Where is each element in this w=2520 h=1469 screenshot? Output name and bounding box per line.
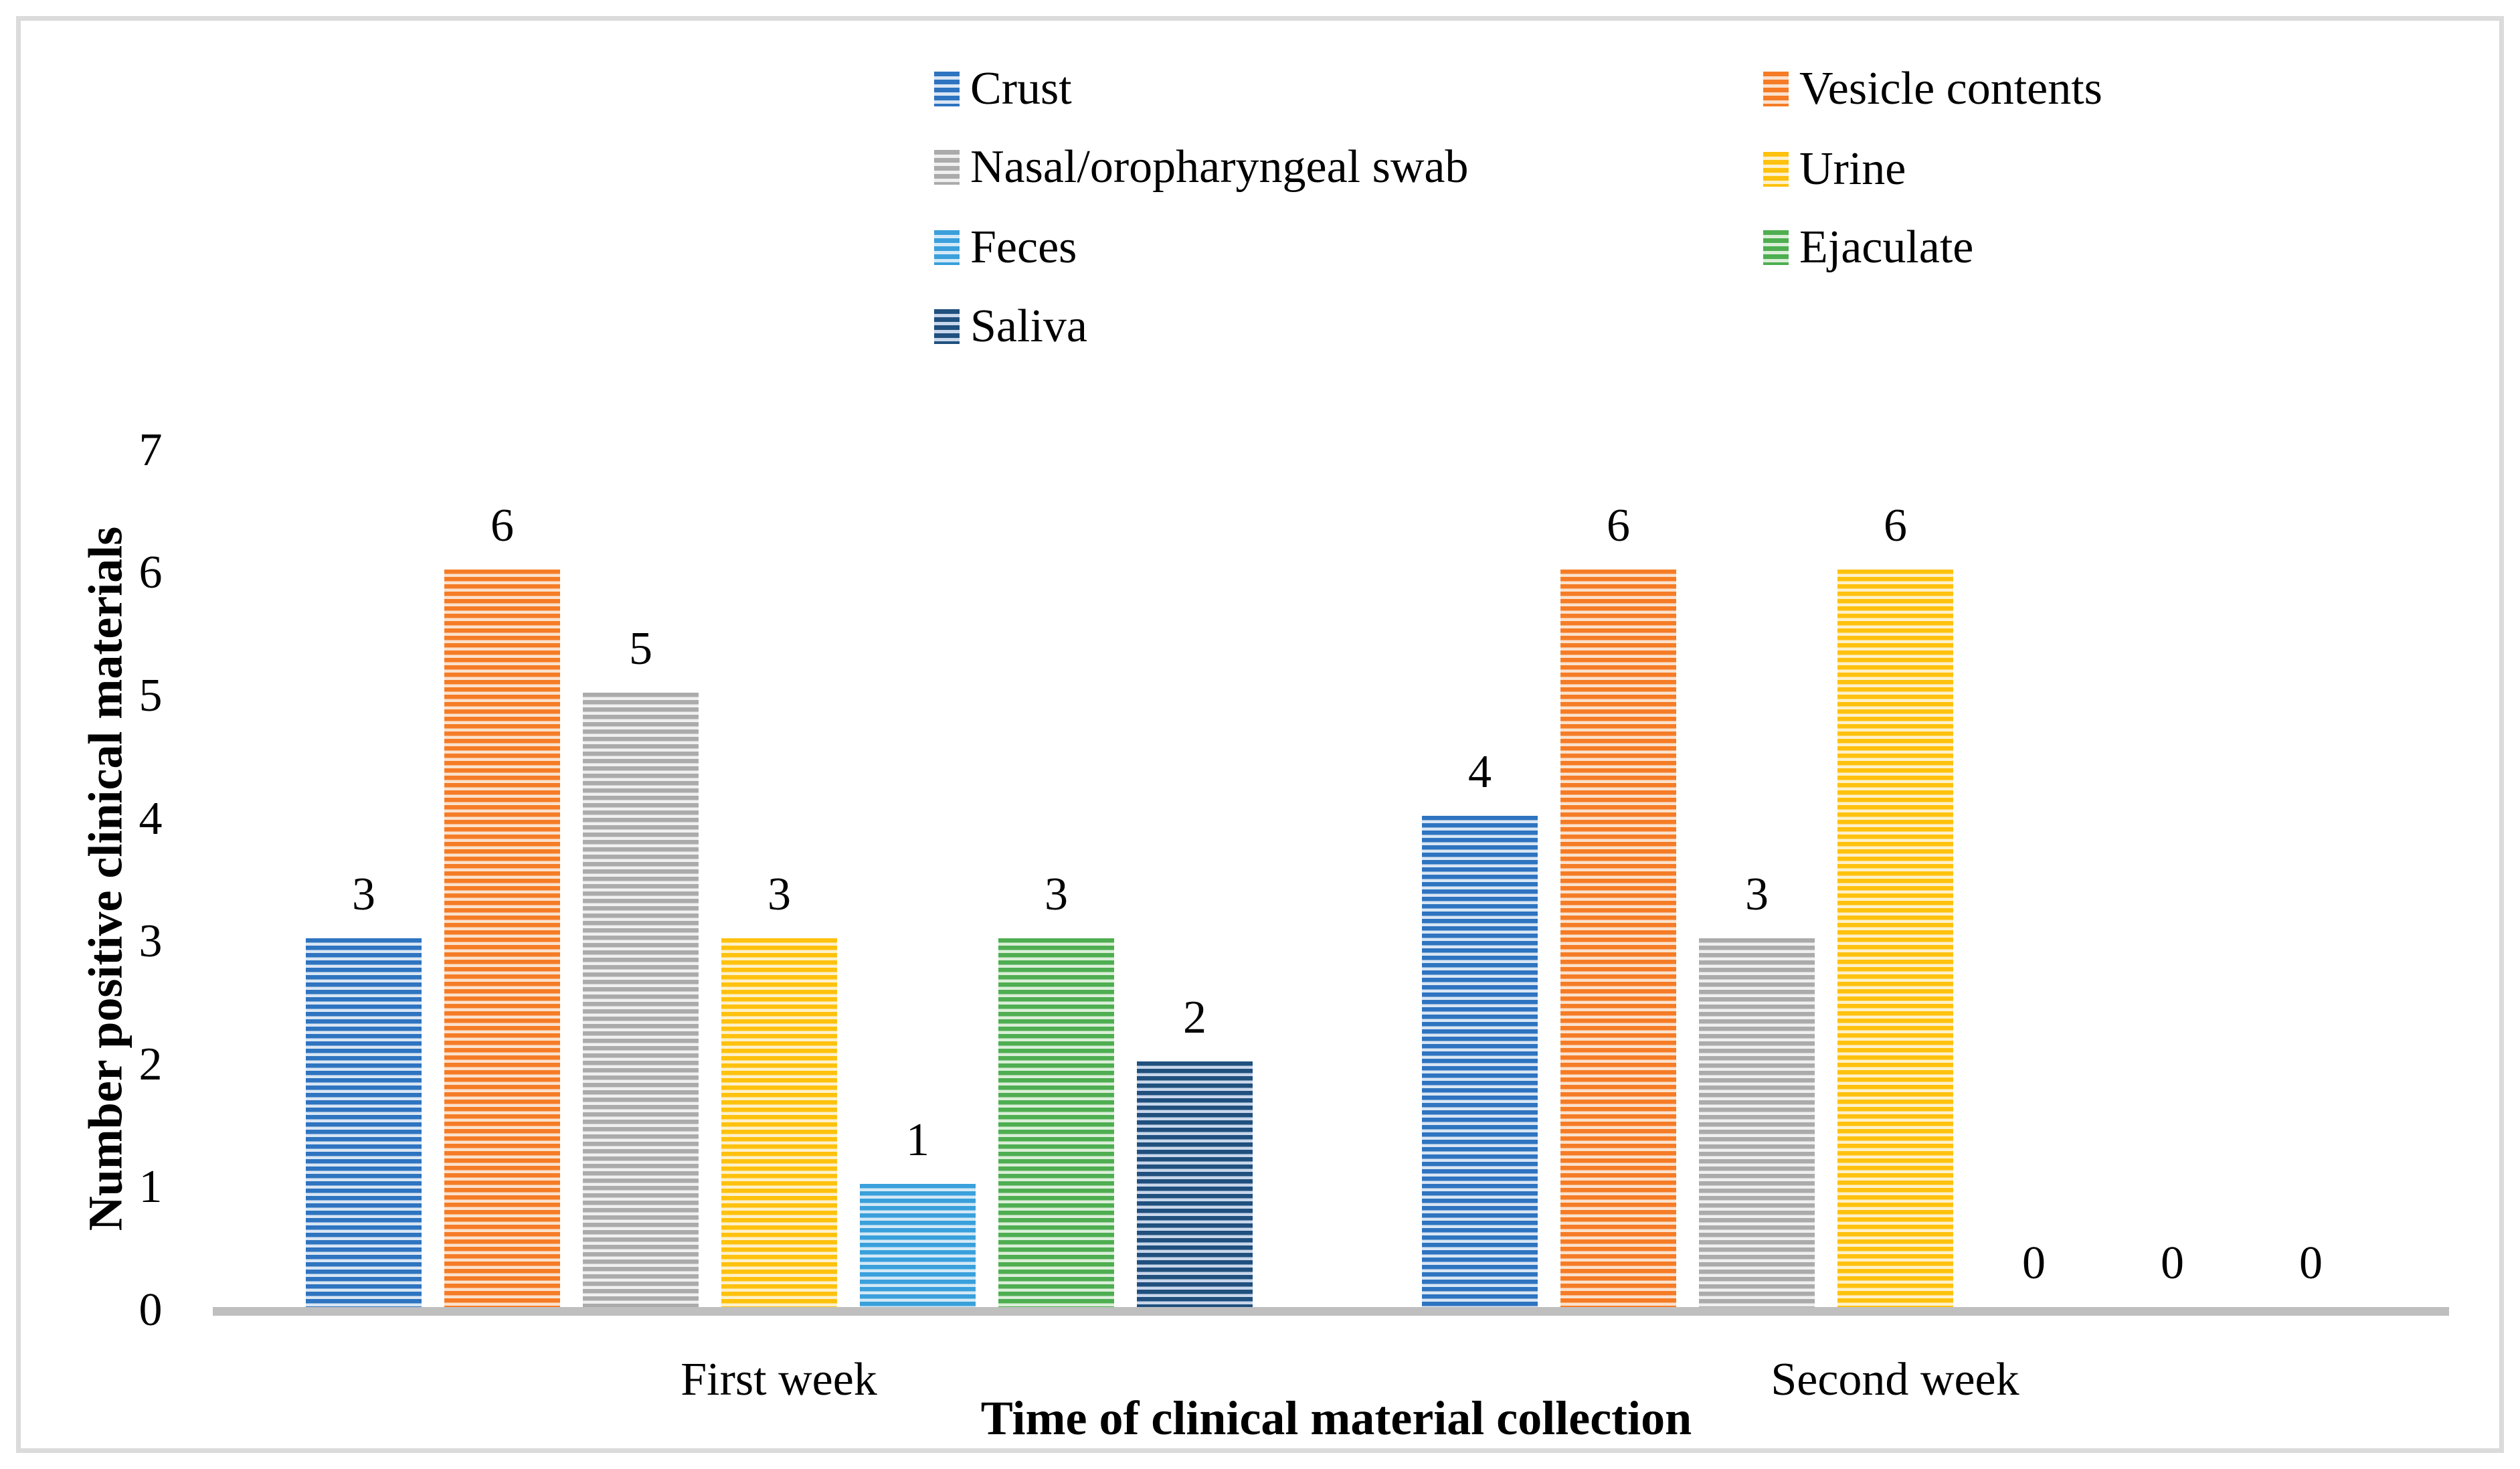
bar-feces xyxy=(860,1184,976,1307)
bar-vesicle-contents xyxy=(1560,570,1676,1307)
legend-swatch-icon xyxy=(934,150,960,185)
bar-ejaculate xyxy=(998,938,1114,1307)
bar-value-label: 6 xyxy=(1607,500,1630,551)
legend-item-saliva: Saliva xyxy=(934,303,1087,350)
legend-label: Ejaculate xyxy=(1799,222,1974,273)
bar-value-label: 5 xyxy=(629,623,652,675)
legend-item-urine: Urine xyxy=(1763,146,1906,193)
y-tick-label: 1 xyxy=(139,1161,163,1213)
y-tick-label: 2 xyxy=(139,1038,163,1090)
y-tick-label: 5 xyxy=(139,670,163,721)
legend-swatch-icon xyxy=(934,72,960,106)
legend-label: Urine xyxy=(1799,143,1906,195)
legend-label: Crust xyxy=(970,63,1072,114)
bar-value-label: 3 xyxy=(1745,869,1769,920)
y-tick-label: 3 xyxy=(139,916,163,968)
legend-item-crust: Crust xyxy=(934,66,1072,112)
legend-swatch-icon xyxy=(934,309,960,344)
bar-value-label: 0 xyxy=(2299,1237,2323,1289)
bar-value-label: 3 xyxy=(352,869,375,920)
bar-crust xyxy=(1422,816,1538,1307)
bar-urine xyxy=(1837,570,1953,1307)
legend-label: Vesicle contents xyxy=(1799,63,2102,114)
category-label-second-week: Second week xyxy=(1771,1354,2019,1405)
category-label-first-week: First week xyxy=(681,1354,877,1405)
figure-border xyxy=(16,16,2504,1453)
bar-vesicle-contents xyxy=(444,570,560,1307)
bar-nasal-oropharyngeal-swab xyxy=(1699,938,1815,1307)
y-tick-label: 6 xyxy=(139,547,163,599)
legend-label: Nasal/oropharyngeal swab xyxy=(970,141,1469,193)
legend-swatch-icon xyxy=(1763,72,1789,106)
bar-value-label: 2 xyxy=(1183,992,1206,1043)
y-tick-label: 0 xyxy=(139,1284,163,1336)
bar-value-label: 4 xyxy=(1468,746,1492,798)
legend-item-nasal-oropharyngeal-swab: Nasal/oropharyngeal swab xyxy=(934,144,1468,191)
legend-item-feces: Feces xyxy=(934,224,1077,271)
bar-nasal-oropharyngeal-swab xyxy=(583,693,699,1307)
x-axis-line xyxy=(213,1307,2449,1316)
legend-swatch-icon xyxy=(1763,152,1789,187)
x-axis-title: Time of clinical material collection xyxy=(980,1391,1692,1445)
legend-swatch-icon xyxy=(1763,230,1789,265)
bar-value-label: 0 xyxy=(2161,1237,2184,1289)
bar-value-label: 3 xyxy=(1045,869,1068,920)
bar-urine xyxy=(721,938,837,1307)
bar-value-label: 3 xyxy=(768,869,791,920)
bar-value-label: 1 xyxy=(906,1114,929,1166)
y-tick-label: 4 xyxy=(139,792,163,845)
legend-label: Saliva xyxy=(970,300,1087,352)
y-axis-title: Number positive clinical materials xyxy=(78,526,132,1231)
legend-item-ejaculate: Ejaculate xyxy=(1763,224,1973,271)
bar-value-label: 6 xyxy=(1884,500,1907,551)
legend-label: Feces xyxy=(970,222,1077,273)
legend-swatch-icon xyxy=(934,230,960,265)
legend-item-vesicle-contents: Vesicle contents xyxy=(1763,66,2102,112)
bar-value-label: 0 xyxy=(2022,1237,2046,1289)
bar-value-label: 6 xyxy=(490,500,514,551)
y-tick-label: 7 xyxy=(139,424,163,476)
bar-crust xyxy=(306,938,422,1307)
bar-saliva xyxy=(1137,1061,1253,1307)
